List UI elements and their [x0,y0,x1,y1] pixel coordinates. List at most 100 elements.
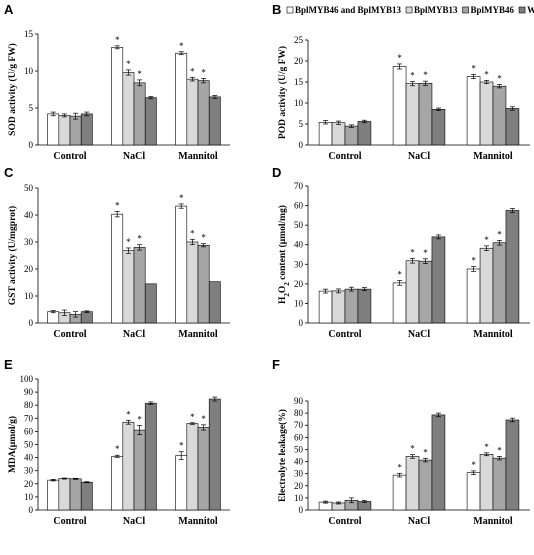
bar [357,288,372,324]
bar [133,247,146,324]
category-label: NaCl [408,516,430,527]
category-label: NaCl [123,329,145,340]
y-tick-label: 50 [24,183,34,193]
panel-e: E 0 10 20 30 40 50 60 70 80 90 100 MDA(μmol/g) Contro… [4,357,230,527]
significance-star: * [471,460,476,470]
significance-star: * [190,66,195,76]
bar [80,481,93,511]
significance-star: * [423,248,428,258]
category-label: Control [53,516,86,527]
bar [208,281,221,324]
significance-star: * [201,414,206,424]
significance-star: * [471,256,476,266]
significance-star: * [115,444,120,454]
significance-star: * [190,412,195,422]
y-tick-label: 10 [24,492,34,502]
category-label: Mannitol [178,151,218,162]
y-tick-label: 20 [294,279,304,289]
bar [331,290,346,324]
legend: BplMYB46 and BplMYB13 BplMYB13 BplMYB46 WT [286,5,534,15]
significance-star: * [137,415,142,425]
y-tick-label: 10 [24,291,34,301]
y-tick-label: 90 [294,396,304,406]
significance-star: * [497,74,502,84]
bar [357,121,372,146]
y-tick-label: 0 [29,318,34,328]
bar [318,290,333,324]
bar [186,241,199,324]
panel-c: C 0 10 20 30 40 50 GST activity (U/mgprot) Contr… [4,165,230,340]
legend-label: BplMYB46 and BplMYB13 [295,5,402,15]
significance-star: * [484,235,489,245]
y-tick-label: 40 [24,453,34,463]
y-tick-label: 60 [24,426,34,436]
bar [47,479,60,511]
significance-star: * [190,228,195,238]
significance-star: * [179,193,184,203]
panel-letter: B [272,2,281,17]
bar [69,478,82,511]
category-label: Mannitol [473,151,513,162]
significance-star: * [423,70,428,80]
panel-letter: F [272,357,280,372]
bar [466,76,481,146]
y-tick-label: 10 [294,493,304,503]
significance-star: * [397,462,402,472]
y-tick-label: 100 [20,374,34,384]
y-tick-label: 20 [294,481,304,491]
y-tick-label: 0 [299,505,304,515]
bar [208,398,221,511]
bar [175,205,188,324]
bar [431,236,446,324]
significance-star: * [497,445,502,455]
bar [47,113,60,146]
significance-star: * [179,41,184,51]
bar [111,213,124,324]
category-label: Control [53,329,86,340]
y-tick-label: 20 [24,264,34,274]
significance-star: * [137,234,142,244]
y-tick-label: 40 [24,210,34,220]
y-tick-label: 25 [294,35,304,45]
bar [175,52,188,146]
panel-letter: E [4,357,13,372]
bar [122,72,135,146]
bar [58,478,71,511]
significance-star: * [397,53,402,63]
legend-swatch [518,6,526,14]
bar [58,115,71,146]
legend-swatch [405,6,413,14]
significance-star: * [423,447,428,457]
y-tick-label: 15 [294,77,304,87]
bar [80,113,93,146]
significance-star: * [201,67,206,77]
bar [479,81,494,146]
category-label: NaCl [408,329,430,340]
bar [197,80,210,146]
significance-star: * [471,63,476,73]
y-tick-label: 10 [24,66,34,76]
panel-letter: A [4,2,14,17]
significance-star: * [497,229,502,239]
y-tick-label: 20 [24,479,34,489]
significance-star: * [410,71,415,81]
significance-star: * [126,409,131,419]
category-label: Control [328,151,361,162]
bar [344,125,359,146]
bar [186,78,199,146]
bar [418,459,433,511]
bar [479,453,494,511]
y-axis-label: Electrolyte leakage(%) [277,409,288,502]
y-tick-label: 60 [294,201,304,211]
bar [418,260,433,324]
bar [144,402,157,511]
significance-star: * [397,270,402,280]
category-label: NaCl [408,151,430,162]
y-tick-label: 70 [294,181,304,191]
panel-a: A 0 5 10 15 SOD activity (U/g FW) Control * * * Na… [4,2,230,162]
bar [133,429,146,511]
y-tick-label: 30 [24,466,34,476]
y-tick-label: 0 [299,140,304,150]
